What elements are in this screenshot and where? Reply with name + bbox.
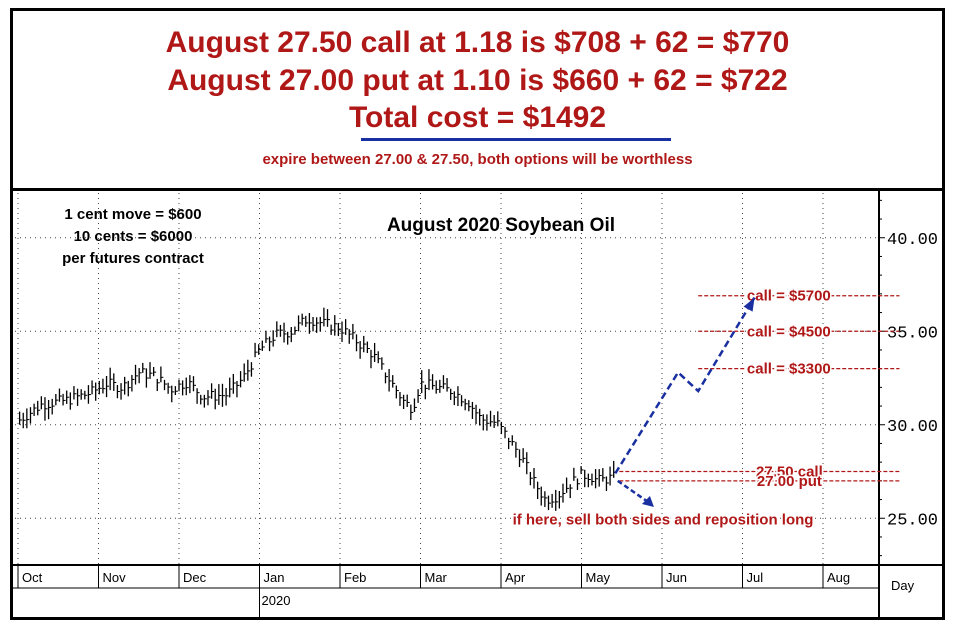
call-cost-line: August 27.50 call at 1.18 is $708 + 62 =… — [165, 26, 790, 59]
month-label-jan: Jan — [264, 570, 285, 585]
year-label: 2020 — [262, 593, 291, 608]
level-label: call = $3300 — [747, 361, 831, 378]
level-label: 27.00 put — [757, 473, 822, 490]
info-line: 1 cent move = $600 — [64, 206, 201, 223]
y-tick-label: 25.00 — [887, 511, 938, 530]
put-cost-line: August 27.00 put at 1.10 is $660 + 62 = … — [167, 64, 788, 97]
level-label: call = $4500 — [747, 323, 831, 340]
arrowhead-up — [743, 297, 755, 312]
y-tick-label: 40.00 — [887, 231, 938, 250]
info-line: 10 cents = $6000 — [74, 228, 193, 245]
header-panel: August 27.50 call at 1.18 is $708 + 62 =… — [13, 11, 942, 191]
total-cost-line: Total cost = $1492 — [348, 101, 607, 134]
x-axis-label: Day — [891, 578, 915, 593]
y-tick-label: 30.00 — [887, 418, 938, 437]
y-tick-label: 35.00 — [887, 324, 938, 343]
level-label: 27.50 call — [756, 464, 823, 481]
level-label: call = $5700 — [747, 288, 831, 305]
month-label-jun: Jun — [666, 570, 687, 585]
month-label-dec: Dec — [183, 570, 207, 585]
month-label-feb: Feb — [344, 570, 366, 585]
month-label-jul: Jul — [747, 570, 764, 585]
price-bars — [18, 307, 617, 511]
bottom-annotation: if here, sell both sides and reposition … — [513, 511, 814, 528]
month-label-may: May — [586, 570, 611, 585]
month-label-mar: Mar — [425, 570, 448, 585]
chart-frame: August 27.50 call at 1.18 is $708 + 62 =… — [10, 8, 945, 620]
month-label-nov: Nov — [103, 570, 127, 585]
total-underline — [361, 138, 671, 141]
projection-arrow-down — [617, 479, 651, 505]
expire-note: expire between 27.00 & 27.50, both optio… — [262, 151, 693, 168]
chart-area: Oct Nov Dec Jan Feb Mar Apr May Jun Jul Aug 2020 Day… — [13, 191, 942, 617]
month-label-apr: Apr — [505, 570, 526, 585]
arrowhead-down — [641, 496, 654, 508]
month-label-aug: Aug — [827, 570, 850, 585]
projection-arrow-up — [614, 296, 756, 475]
month-label-oct: Oct — [22, 570, 43, 585]
chart-title: August 2020 Soybean Oil — [387, 215, 615, 236]
info-line: per futures contract — [62, 250, 204, 267]
